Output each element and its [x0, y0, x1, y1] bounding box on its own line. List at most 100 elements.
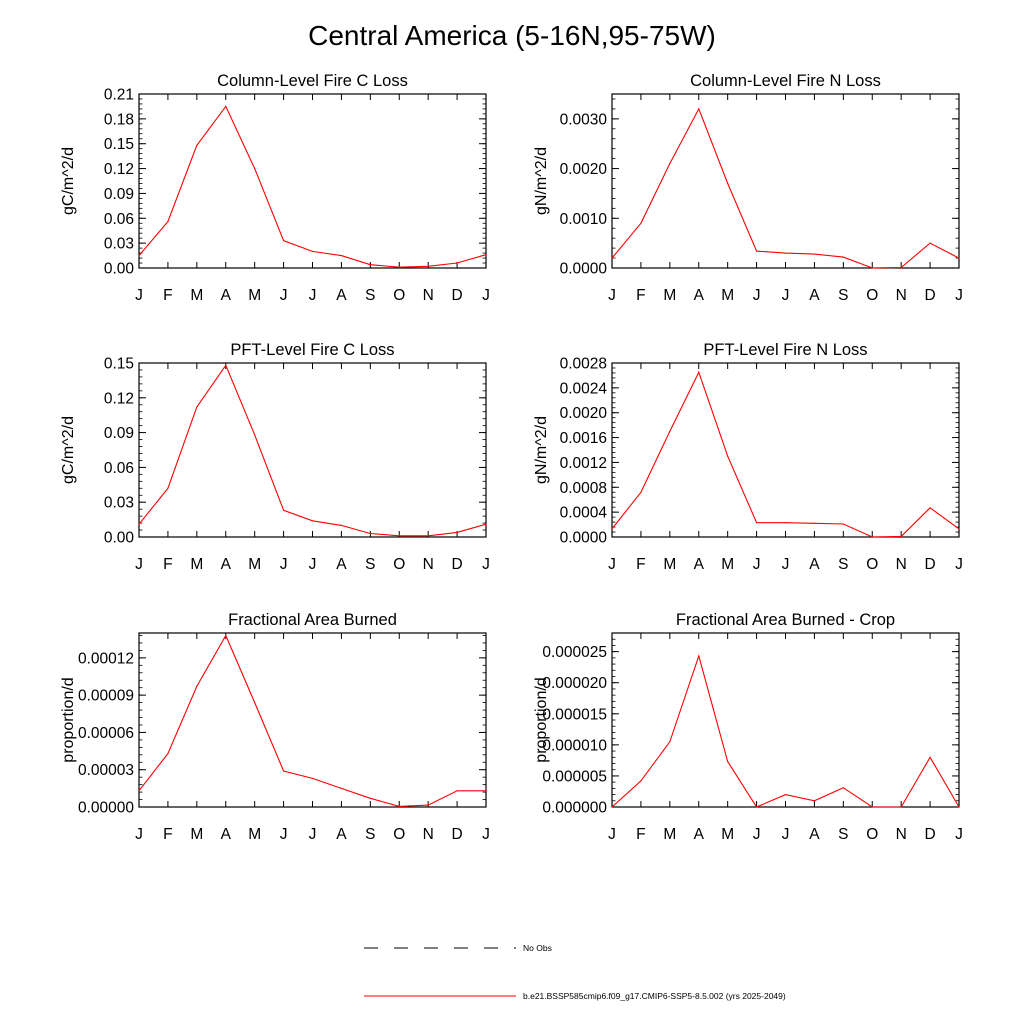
- y-axis-label: gC/m^2/d: [60, 416, 77, 484]
- data-point: [485, 254, 487, 256]
- plot-frame: [138, 632, 487, 808]
- x-tick-label: J: [309, 826, 317, 843]
- x-tick-label: F: [636, 826, 645, 843]
- panel-title: Fractional Area Burned: [228, 611, 397, 629]
- data-point: [456, 790, 458, 792]
- data-point: [813, 522, 816, 524]
- x-tick-label: O: [393, 826, 405, 843]
- x-tick-label: A: [221, 826, 232, 843]
- y-tick-label: 0.000015: [542, 706, 607, 723]
- data-point: [225, 105, 227, 107]
- y-axis-label: proportion/d: [60, 677, 77, 762]
- plot-frame: [611, 632, 960, 808]
- data-point: [900, 535, 902, 538]
- data-point: [369, 797, 371, 799]
- x-tick-label: J: [782, 556, 790, 573]
- panel-title: Column-Level Fire C Loss: [217, 72, 408, 90]
- data-point: [900, 266, 902, 269]
- x-tick-label: J: [955, 287, 963, 304]
- data-point: [871, 267, 873, 269]
- panel-title: Fractional Area Burned - Crop: [676, 611, 895, 629]
- y-tick-label: 0.15: [104, 136, 134, 153]
- data-point: [698, 655, 700, 657]
- data-point: [958, 257, 960, 259]
- series-line-1: [138, 364, 487, 537]
- data-point: [485, 523, 487, 525]
- x-tick-label: M: [248, 287, 261, 304]
- y-tick-label: 0.00000: [78, 800, 134, 817]
- y-axis-label: gC/m^2/d: [60, 147, 77, 215]
- y-tick-label: 0.00006: [78, 725, 134, 742]
- x-tick-label: F: [163, 826, 172, 843]
- figure-title: Central America (5-16N,95-75W): [308, 20, 716, 51]
- y-tick-label: 0.0030: [560, 111, 608, 128]
- x-tick-label: M: [721, 287, 734, 304]
- x-tick-label: J: [955, 556, 963, 573]
- data-point: [929, 242, 931, 244]
- x-tick-label: J: [135, 826, 143, 843]
- x-tick-label: D: [451, 556, 462, 573]
- plot-frame: [138, 362, 487, 538]
- x-tick-label: J: [955, 826, 963, 843]
- x-tick-label: M: [190, 287, 203, 304]
- panel-title: Column-Level Fire N Loss: [690, 72, 881, 90]
- y-tick-label: 0.06: [104, 211, 134, 228]
- data-point: [138, 523, 140, 525]
- x-tick-label: M: [190, 556, 203, 573]
- y-tick-label: 0.09: [104, 186, 134, 203]
- series-line-1: [611, 370, 960, 538]
- data-point: [196, 144, 198, 146]
- y-tick-label: 0.000010: [542, 737, 607, 754]
- x-tick-label: J: [753, 287, 761, 304]
- y-tick-label: 0.0020: [560, 405, 608, 422]
- x-tick-label: O: [393, 556, 405, 573]
- y-tick-label: 0.12: [104, 390, 134, 407]
- x-tick-label: M: [663, 826, 676, 843]
- data-point: [669, 741, 671, 743]
- x-tick-label: J: [309, 556, 317, 573]
- x-tick-label: O: [393, 287, 405, 304]
- x-tick-label: M: [248, 826, 261, 843]
- data-point: [727, 455, 729, 457]
- x-tick-label: O: [866, 287, 878, 304]
- x-tick-label: M: [721, 556, 734, 573]
- data-point: [456, 262, 458, 264]
- data-point: [427, 804, 429, 806]
- x-tick-label: A: [336, 287, 347, 304]
- data-point: [283, 770, 285, 772]
- data-point: [225, 364, 227, 366]
- data-point: [340, 787, 342, 790]
- x-tick-label: O: [866, 556, 878, 573]
- data-point: [958, 528, 960, 530]
- x-tick-label: S: [365, 287, 375, 304]
- x-tick-label: J: [309, 287, 317, 304]
- x-tick-label: J: [135, 556, 143, 573]
- data-point: [283, 240, 285, 242]
- data-point: [196, 406, 198, 408]
- data-point: [427, 535, 429, 537]
- data-point: [340, 524, 342, 527]
- data-point: [640, 491, 642, 493]
- x-tick-label: D: [451, 287, 462, 304]
- x-tick-label: J: [753, 826, 761, 843]
- data-point: [167, 487, 169, 489]
- x-tick-label: F: [636, 556, 645, 573]
- data-point: [283, 509, 285, 511]
- y-tick-label: 0.0012: [560, 455, 607, 472]
- x-tick-label: A: [809, 826, 820, 843]
- data-point: [871, 806, 873, 808]
- y-tick-label: 0.000020: [542, 675, 607, 692]
- x-tick-label: A: [694, 826, 705, 843]
- data-point: [784, 522, 787, 524]
- y-tick-label: 0.00: [104, 261, 135, 278]
- y-tick-label: 0.00009: [78, 688, 134, 705]
- data-point: [756, 250, 758, 252]
- x-tick-label: S: [838, 287, 848, 304]
- panel-title: PFT-Level Fire C Loss: [230, 341, 394, 359]
- panel-6: Fractional Area Burned - Crop proportion/…: [533, 611, 963, 843]
- data-point: [167, 753, 169, 755]
- data-point: [311, 250, 314, 252]
